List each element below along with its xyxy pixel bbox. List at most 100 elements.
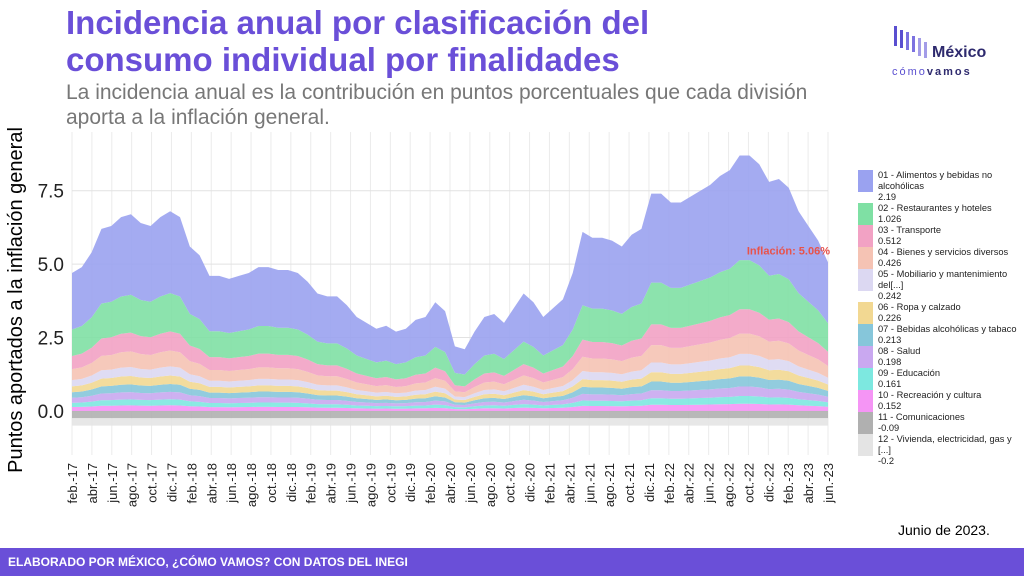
area-series-12 <box>72 418 828 426</box>
area-series-09 <box>72 395 828 410</box>
legend-label: 04 - Bienes y servicios diversos <box>878 247 1009 257</box>
x-tick-label: feb.-17 <box>65 463 80 503</box>
x-tick-label: jun.-21 <box>582 463 597 504</box>
legend-item: 12 - Vivienda, electricidad, gas y [...]… <box>858 434 1020 467</box>
legend-value: 0.161 <box>878 379 902 389</box>
legend-swatch <box>858 390 873 412</box>
legend-swatch <box>858 434 873 456</box>
area-series-03 <box>72 309 828 393</box>
y-tick-label: 5.0 <box>38 255 64 276</box>
legend-value: 0.242 <box>878 291 902 301</box>
legend-value: 0.198 <box>878 357 902 367</box>
legend-label: 10 - Recreación y cultura <box>878 390 982 400</box>
page-subtitle: La incidencia anual es la contribución e… <box>66 81 808 129</box>
legend-value: -0.09 <box>878 423 900 433</box>
legend-item: 01 - Alimentos y bebidas no alcohólicas 2… <box>858 170 1020 203</box>
date-note: Junio de 2023. <box>898 522 990 538</box>
inflation-annotation: Inflación: 5.06% <box>747 245 830 257</box>
x-tick-label: jun.-18 <box>224 463 239 504</box>
footer-bar: ELABORADO POR MÉXICO, ¿CÓMO VAMOS? CON D… <box>0 548 1024 576</box>
x-tick-label: dic.-21 <box>642 463 657 502</box>
x-tick-label: abr.-20 <box>443 463 458 503</box>
legend-item: 11 - Comunicaciones -0.09 <box>858 412 1020 434</box>
legend-swatch <box>858 412 873 434</box>
legend-label: 12 - Vivienda, electricidad, gas y [...] <box>878 434 1012 455</box>
x-tick-label: feb.-23 <box>781 463 796 503</box>
y-axis-label: Puntos aportados a la inflación general <box>5 127 27 473</box>
x-tick-label: abr.-22 <box>682 463 697 503</box>
legend-item: 06 - Ropa y calzado 0.226 <box>858 302 1020 324</box>
area-series-10 <box>72 403 828 411</box>
legend-swatch <box>858 269 873 291</box>
legend-value: -0.2 <box>878 456 895 466</box>
area-chart: 0.0 2.5 5.0 7.5 feb.-17 abr.-17 jun.-17 ago.-17… <box>5 127 836 507</box>
legend-swatch <box>858 203 873 225</box>
legend-label: 06 - Ropa y calzado <box>878 302 961 312</box>
legend-value: 1.026 <box>878 214 902 224</box>
area-series-08 <box>72 386 828 408</box>
x-tick-label: jun.-22 <box>702 463 717 504</box>
legend-label: 11 - Comunicaciones <box>878 412 965 422</box>
legend-label: 09 - Educación <box>878 368 941 378</box>
area-series-04 <box>72 333 828 398</box>
brand-logo: México cómovamos <box>890 22 1010 82</box>
x-tick-label: oct.-19 <box>383 463 398 503</box>
x-tick-label: ago.-19 <box>363 463 378 507</box>
x-tick-label: ago.-20 <box>483 463 498 507</box>
logo-bars-icon <box>894 26 927 58</box>
legend-item: 09 - Educación 0.161 <box>858 368 1020 390</box>
area-series-01 <box>72 155 828 375</box>
y-tick-label: 0.0 <box>38 402 64 423</box>
legend-item: 07 - Bebidas alcohólicas y tabaco 0.213 <box>858 324 1020 346</box>
legend-item: 10 - Recreación y cultura 0.152 <box>858 390 1020 412</box>
x-tick-label: ago.-21 <box>602 463 617 507</box>
x-tick-label: jun.-19 <box>344 463 359 504</box>
x-tick-label: oct.-20 <box>503 463 518 503</box>
legend-label: 02 - Restaurantes y hoteles <box>878 203 992 213</box>
x-tick-label: abr.-19 <box>324 463 339 503</box>
x-tick-label: feb.-20 <box>423 463 438 503</box>
legend-label: 03 - Transporte <box>878 225 942 235</box>
legend-item: 05 - Mobiliario y mantenimiento del[...]… <box>858 269 1020 302</box>
x-tick-label: jun.-20 <box>463 463 478 504</box>
x-tick-label: feb.-18 <box>184 463 199 503</box>
legend-label: 01 - Alimentos y bebidas no alcohólicas <box>878 170 993 191</box>
x-tick-label: abr.-21 <box>562 463 577 503</box>
x-tick-label: feb.-21 <box>542 463 557 503</box>
legend-swatch <box>858 346 873 368</box>
x-tick-label: ago.-18 <box>244 463 259 507</box>
logo-text: México <box>932 44 987 61</box>
x-tick-label: oct.-22 <box>741 463 756 503</box>
chart-legend: 01 - Alimentos y bebidas no alcohólicas 2… <box>858 170 1020 467</box>
page-title: Incidencia anual por clasificación del c… <box>66 4 650 78</box>
legend-swatch <box>858 170 873 192</box>
x-tick-label: abr.-17 <box>85 463 100 503</box>
x-tick-label: dic.-20 <box>523 463 538 502</box>
x-tick-label: dic.-18 <box>284 463 299 502</box>
x-tick-label: jun.-17 <box>105 463 120 504</box>
x-tick-label: oct.-18 <box>264 463 279 503</box>
x-tick-label: dic.-17 <box>164 463 179 502</box>
legend-swatch <box>858 324 873 346</box>
y-tick-label: 7.5 <box>38 182 64 203</box>
x-tick-label: feb.-22 <box>662 463 677 503</box>
legend-label: 05 - Mobiliario y mantenimiento del[...] <box>878 269 1008 290</box>
x-tick-label: ago.-22 <box>722 463 737 507</box>
legend-swatch <box>858 368 873 390</box>
x-tick-label: dic.-19 <box>403 463 418 502</box>
legend-value: 0.512 <box>878 236 902 246</box>
x-tick-label: oct.-17 <box>145 463 160 503</box>
x-tick-label: oct.-21 <box>622 463 637 503</box>
x-tick-label: jun.-23 <box>821 463 836 504</box>
footer-text: ELABORADO POR MÉXICO, ¿CÓMO VAMOS? CON D… <box>8 555 408 569</box>
x-tick-label: ago.-17 <box>125 463 140 507</box>
x-tick-label: dic.-22 <box>761 463 776 502</box>
legend-item: 03 - Transporte 0.512 <box>858 225 1020 247</box>
x-tick-label: abr.-18 <box>204 463 219 503</box>
y-tick-label: 2.5 <box>38 329 64 350</box>
area-series-07 <box>72 376 828 406</box>
x-tick-label: abr.-23 <box>801 463 816 503</box>
area-series-02 <box>72 260 828 387</box>
legend-value: 2.19 <box>878 192 897 202</box>
legend-item: 02 - Restaurantes y hoteles 1.026 <box>858 203 1020 225</box>
